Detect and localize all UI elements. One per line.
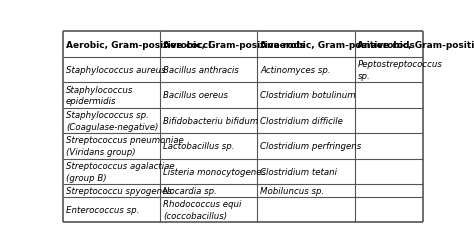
Text: Streptococcus agalactiae
(group B): Streptococcus agalactiae (group B)	[66, 161, 174, 182]
Text: Enterococcus sp.: Enterococcus sp.	[66, 205, 139, 214]
Text: Mobiluncus sp.: Mobiluncus sp.	[260, 186, 325, 195]
Text: Aerobic, Gram-positive cocci: Aerobic, Gram-positive cocci	[66, 40, 211, 49]
Text: Streptococcus pneumoniae
(Viridans group): Streptococcus pneumoniae (Viridans group…	[66, 136, 183, 157]
Text: Nocardia sp.: Nocardia sp.	[163, 186, 217, 195]
Text: Lactobacillus sp.: Lactobacillus sp.	[163, 142, 235, 151]
Text: Listeria monocytogenes: Listeria monocytogenes	[163, 167, 266, 176]
Text: Peptostreptococcus
sp.: Peptostreptococcus sp.	[357, 60, 442, 81]
Text: Staphylococcus
epidermidis: Staphylococcus epidermidis	[66, 85, 133, 106]
Text: Anaerobic, Gram-positive rods: Anaerobic, Gram-positive rods	[260, 40, 415, 49]
Text: Bifidobacteriu bifidum: Bifidobacteriu bifidum	[163, 116, 258, 125]
Text: Rhodococcus equi
(coccobacillus): Rhodococcus equi (coccobacillus)	[163, 199, 241, 220]
Text: Staphylococcus aureus: Staphylococcus aureus	[66, 66, 165, 75]
Text: Actinomyces sp.: Actinomyces sp.	[260, 66, 331, 75]
Text: Clostridium botulinum: Clostridium botulinum	[260, 91, 356, 100]
Text: Aerobic, Gram-positive rods: Aerobic, Gram-positive rods	[163, 40, 305, 49]
Text: Bacillus oereus: Bacillus oereus	[163, 91, 228, 100]
Text: Clostridium perfringens: Clostridium perfringens	[260, 142, 362, 151]
Text: Clostridium tetani: Clostridium tetani	[260, 167, 337, 176]
Text: Bacillus anthracis: Bacillus anthracis	[163, 66, 239, 75]
Text: Clostridium difficile: Clostridium difficile	[260, 116, 343, 125]
Text: Staphylococcus sp.
(Coagulase-negative): Staphylococcus sp. (Coagulase-negative)	[66, 111, 158, 131]
Text: Streptococcu spyogenes: Streptococcu spyogenes	[66, 186, 172, 195]
Text: Anaerobic, Gram-positive cocci: Anaerobic, Gram-positive cocci	[357, 40, 474, 49]
